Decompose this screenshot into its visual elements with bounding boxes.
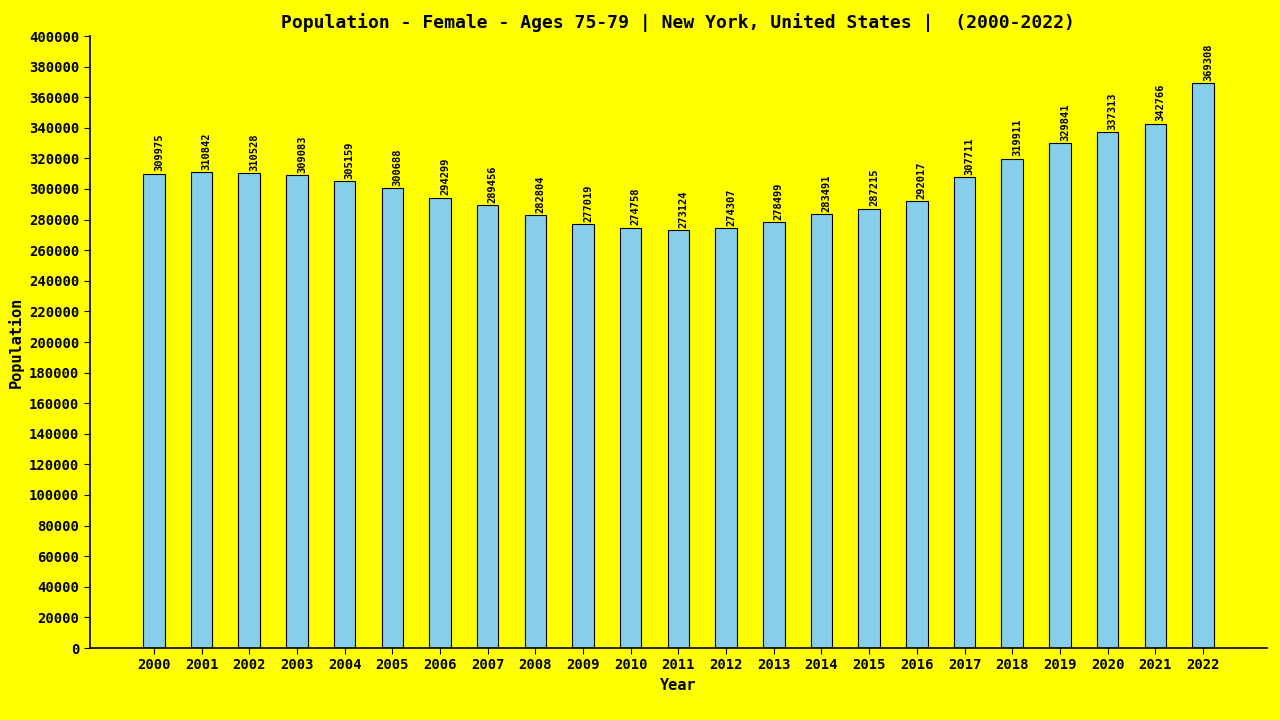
Bar [287, 175, 307, 648]
Bar [143, 174, 165, 648]
Bar [1192, 83, 1213, 648]
Bar [1144, 124, 1166, 648]
Text: 309083: 309083 [297, 135, 307, 173]
Text: 274307: 274307 [726, 189, 736, 226]
Bar [238, 173, 260, 648]
Bar [810, 215, 832, 648]
Text: 310842: 310842 [201, 132, 211, 170]
Bar [763, 222, 785, 648]
Text: 287215: 287215 [869, 168, 879, 206]
Text: 289456: 289456 [488, 166, 498, 203]
Text: 273124: 273124 [678, 190, 689, 228]
Bar [1050, 143, 1070, 648]
Text: 305159: 305159 [344, 141, 355, 179]
Text: 309975: 309975 [154, 134, 164, 171]
Bar [334, 181, 356, 648]
Text: 337313: 337313 [1107, 92, 1117, 130]
X-axis label: Year: Year [660, 678, 696, 693]
Bar [477, 205, 498, 648]
Bar [1001, 158, 1023, 648]
Bar [716, 228, 737, 648]
Text: 283491: 283491 [822, 174, 832, 212]
Title: Population - Female - Ages 75-79 | New York, United States |  (2000-2022): Population - Female - Ages 75-79 | New Y… [282, 13, 1075, 32]
Text: 277019: 277019 [582, 184, 593, 222]
Bar [859, 209, 879, 648]
Bar [620, 228, 641, 648]
Bar [668, 230, 689, 648]
Text: 329841: 329841 [1060, 104, 1070, 141]
Text: 310528: 310528 [250, 133, 260, 171]
Bar [906, 201, 928, 648]
Text: 307711: 307711 [965, 138, 974, 175]
Text: 319911: 319911 [1012, 119, 1023, 156]
Bar [572, 224, 594, 648]
Text: 292017: 292017 [916, 161, 927, 199]
Bar [381, 188, 403, 648]
Text: 369308: 369308 [1203, 43, 1213, 81]
Bar [1097, 132, 1119, 648]
Text: 342766: 342766 [1156, 84, 1165, 121]
Text: 274758: 274758 [631, 188, 641, 225]
Bar [525, 215, 547, 648]
Bar [191, 172, 212, 648]
Text: 282804: 282804 [535, 176, 545, 213]
Y-axis label: Population: Population [8, 297, 23, 387]
Bar [429, 198, 451, 648]
Text: 300688: 300688 [392, 148, 402, 186]
Text: 278499: 278499 [774, 182, 783, 220]
Text: 294299: 294299 [440, 158, 451, 195]
Bar [954, 177, 975, 648]
